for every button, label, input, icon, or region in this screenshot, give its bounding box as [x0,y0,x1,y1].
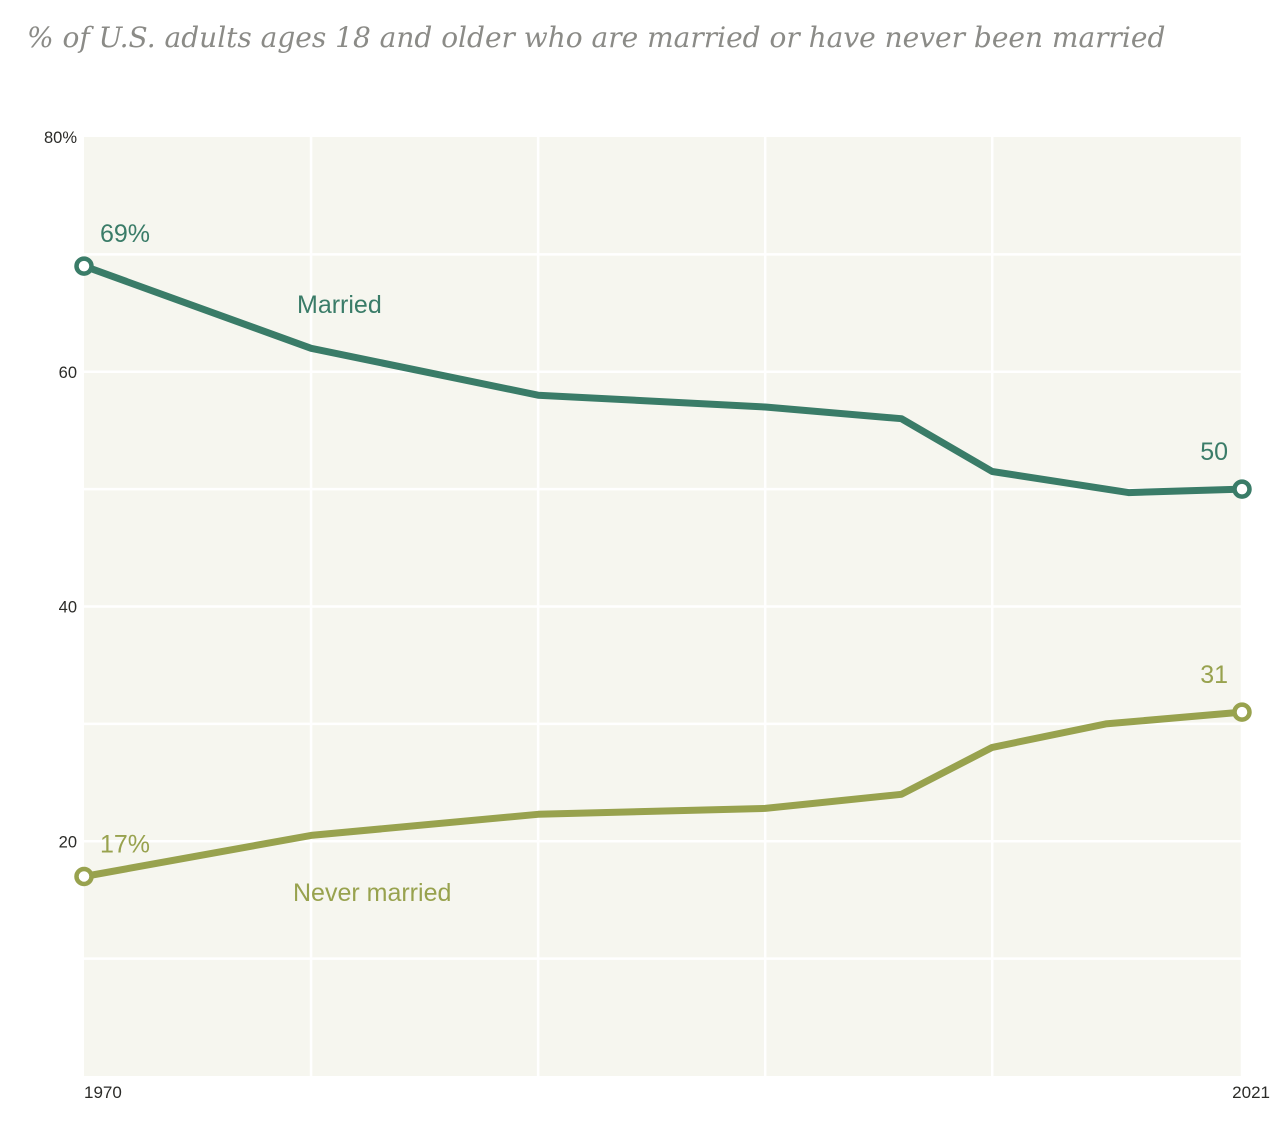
y-axis-tick-label: 40 [59,599,77,617]
series-label-married: Married [297,291,382,319]
x-axis-tick-label: 2021 [1232,1083,1270,1102]
marker-never-married-end [1232,702,1252,722]
line-married [82,262,1243,497]
marker-married-start [74,256,94,276]
x-axis-tick-label: 1970 [84,1083,122,1102]
chart-title: % of U.S. adults ages 18 and older who a… [27,21,1166,54]
marker-never-married-start [74,866,94,887]
line-never-married [83,708,1243,880]
y-axis-tick-label: 80% [44,129,77,147]
value-label-married-end: 50 [1200,438,1228,466]
value-label-never-married-start: 17% [100,830,150,858]
y-axis-tick-label: 20 [59,833,77,851]
y-axis-tick-label: 60 [59,364,77,382]
value-label-never-married-end: 31 [1200,661,1228,689]
marker-married-end [1232,479,1252,499]
series-label-never-married: Never married [293,879,451,907]
value-label-married-start: 69% [100,220,150,248]
